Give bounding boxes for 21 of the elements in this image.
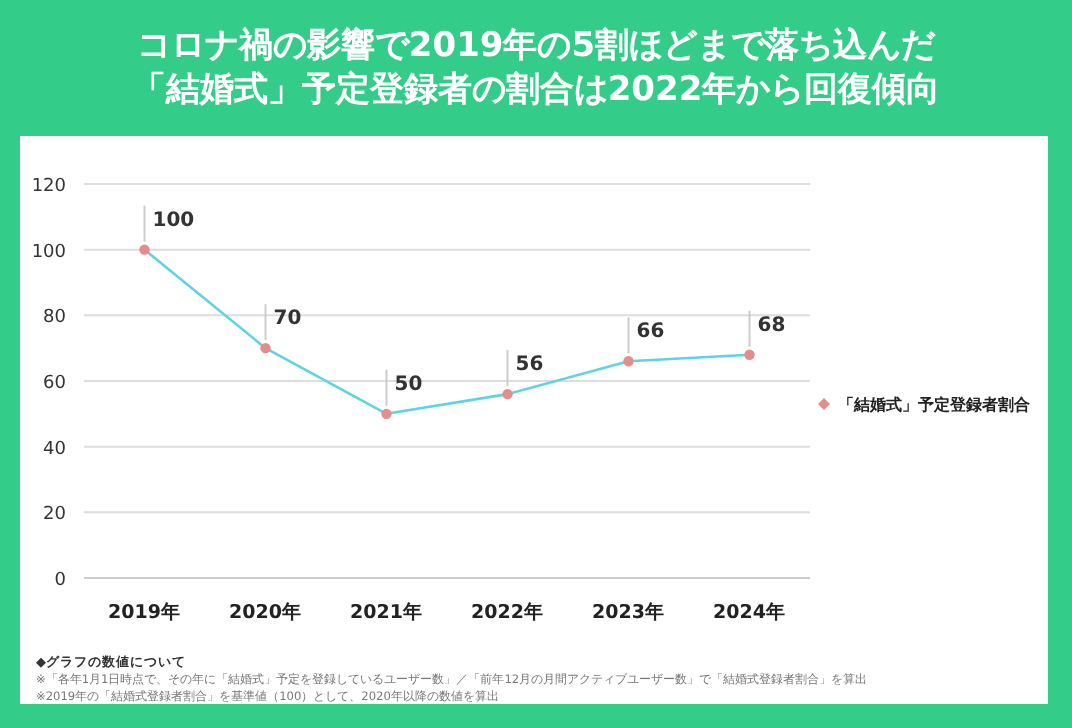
y-tick-label: 120 xyxy=(31,177,67,197)
data-label: 68 xyxy=(757,314,786,337)
y-tick-label: 0 xyxy=(54,571,67,591)
x-tick-label: 2021年 xyxy=(350,600,423,624)
x-tick-label: 2022年 xyxy=(471,600,544,624)
x-tick-label: 2024年 xyxy=(713,600,786,624)
y-tick-label: 80 xyxy=(43,308,67,329)
legend-label: 「結婚式」予定登録者割合 xyxy=(838,394,1032,414)
x-tick-label: 2019年 xyxy=(108,600,181,624)
data-label: 70 xyxy=(273,308,302,331)
x-tick-label: 2020年 xyxy=(229,600,302,624)
y-tick-label: 40 xyxy=(43,439,67,460)
x-tick-label: 2023年 xyxy=(592,600,665,624)
data-label: 56 xyxy=(515,354,544,377)
y-tick-label: 60 xyxy=(43,374,67,394)
y-tick-label: 100 xyxy=(31,242,67,263)
chart-title: コロナ禍の影響で2019年の5割ほどまで落ち込んだ「結婚式」予定登録者の割合は2022年から回復傾向 xyxy=(131,26,941,110)
y-tick-label: 20 xyxy=(43,505,67,526)
data-label: 100 xyxy=(152,209,195,232)
data-label: 66 xyxy=(636,321,665,344)
data-label: 50 xyxy=(394,373,423,396)
